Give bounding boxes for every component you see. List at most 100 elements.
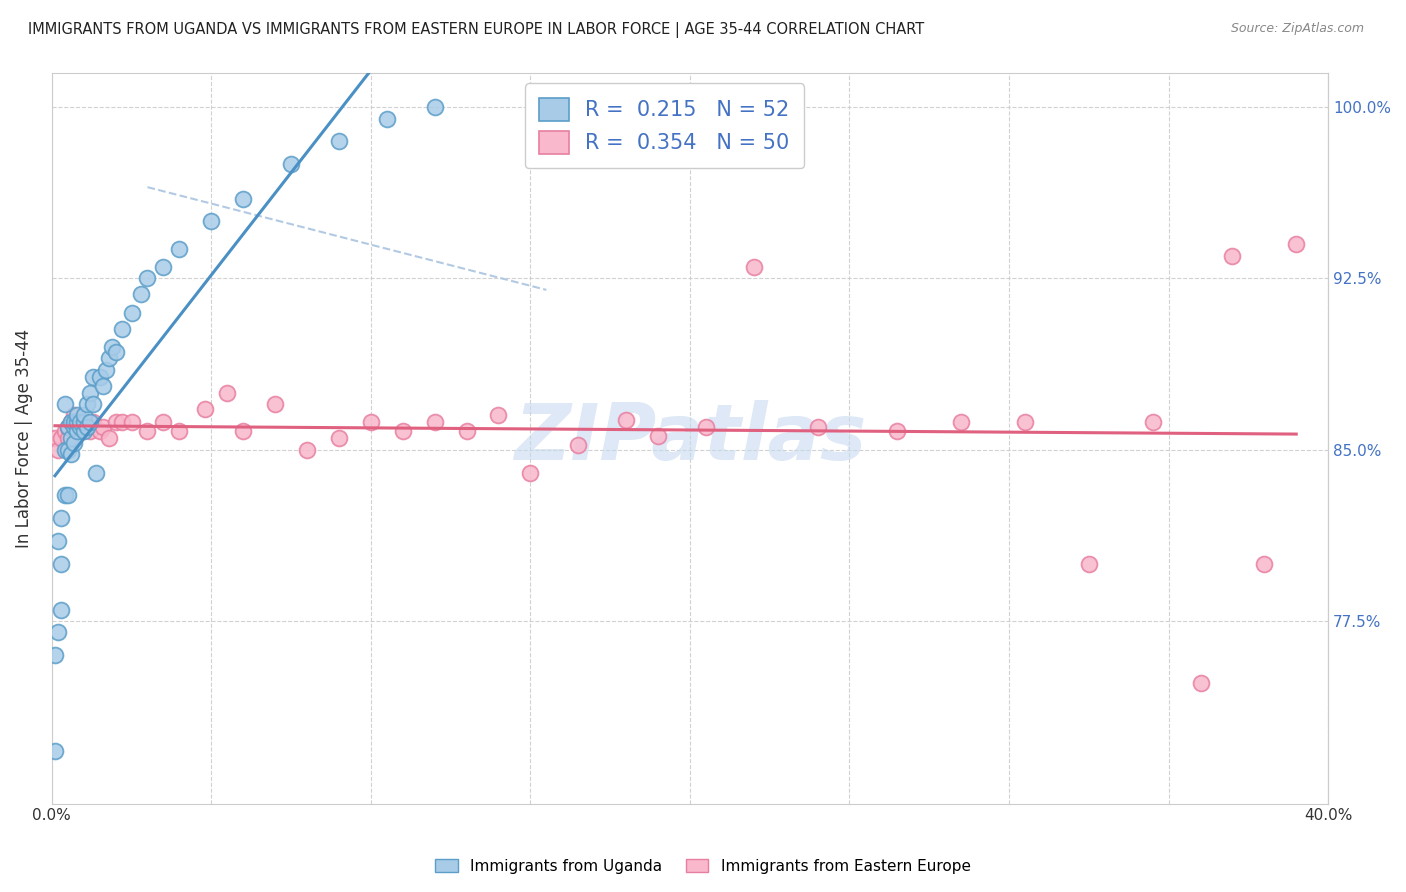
Point — [567, 438, 589, 452]
Point — [91, 378, 114, 392]
Point — [169, 425, 191, 439]
Point — [328, 431, 350, 445]
Point — [950, 415, 973, 429]
Point — [53, 397, 76, 411]
Point — [56, 442, 79, 457]
Point — [46, 625, 69, 640]
Point — [59, 415, 82, 429]
Point — [136, 425, 159, 439]
Point — [328, 135, 350, 149]
Point — [647, 429, 669, 443]
Point — [200, 214, 222, 228]
Point — [742, 260, 765, 274]
Point — [456, 425, 478, 439]
Point — [82, 397, 104, 411]
Point — [76, 397, 98, 411]
Point — [423, 100, 446, 114]
Point — [519, 466, 541, 480]
Point — [1189, 675, 1212, 690]
Point — [56, 420, 79, 434]
Point — [76, 420, 98, 434]
Point — [295, 442, 318, 457]
Point — [86, 466, 108, 480]
Point — [69, 420, 91, 434]
Point — [56, 431, 79, 445]
Point — [1142, 415, 1164, 429]
Point — [44, 431, 66, 445]
Point — [121, 415, 143, 429]
Point — [82, 415, 104, 429]
Point — [391, 425, 413, 439]
Point — [423, 415, 446, 429]
Point — [51, 431, 73, 445]
Point — [63, 415, 86, 429]
Point — [53, 425, 76, 439]
Point — [89, 425, 111, 439]
Point — [73, 415, 96, 429]
Point — [59, 431, 82, 445]
Point — [69, 415, 91, 429]
Point — [59, 415, 82, 429]
Point — [46, 534, 69, 549]
Point — [46, 442, 69, 457]
Point — [79, 415, 101, 429]
Point — [152, 415, 174, 429]
Point — [63, 435, 86, 450]
Point — [217, 385, 239, 400]
Point — [136, 271, 159, 285]
Point — [76, 420, 98, 434]
Text: Source: ZipAtlas.com: Source: ZipAtlas.com — [1230, 22, 1364, 36]
Y-axis label: In Labor Force | Age 35-44: In Labor Force | Age 35-44 — [15, 329, 32, 548]
Point — [51, 602, 73, 616]
Point — [53, 488, 76, 502]
Point — [63, 409, 86, 423]
Point — [1253, 557, 1275, 571]
Point — [79, 385, 101, 400]
Point — [79, 425, 101, 439]
Point — [51, 557, 73, 571]
Point — [111, 415, 134, 429]
Point — [66, 415, 89, 429]
Point — [73, 415, 96, 429]
Point — [98, 431, 121, 445]
Point — [111, 322, 134, 336]
Point — [152, 260, 174, 274]
Point — [98, 351, 121, 366]
Point — [66, 415, 89, 429]
Point — [1222, 249, 1244, 263]
Legend: Immigrants from Uganda, Immigrants from Eastern Europe: Immigrants from Uganda, Immigrants from … — [429, 853, 977, 880]
Point — [101, 340, 124, 354]
Point — [169, 242, 191, 256]
Point — [614, 413, 637, 427]
Point — [232, 425, 254, 439]
Point — [73, 425, 96, 439]
Point — [89, 369, 111, 384]
Legend: R =  0.215   N = 52, R =  0.354   N = 50: R = 0.215 N = 52, R = 0.354 N = 50 — [524, 83, 804, 169]
Point — [56, 488, 79, 502]
Point — [104, 344, 127, 359]
Point — [59, 447, 82, 461]
Point — [129, 287, 152, 301]
Point — [232, 192, 254, 206]
Point — [66, 409, 89, 423]
Text: ZIPatlas: ZIPatlas — [513, 401, 866, 476]
Point — [44, 648, 66, 663]
Point — [280, 157, 302, 171]
Point — [51, 511, 73, 525]
Text: IMMIGRANTS FROM UGANDA VS IMMIGRANTS FROM EASTERN EUROPE IN LABOR FORCE | AGE 35: IMMIGRANTS FROM UGANDA VS IMMIGRANTS FRO… — [28, 22, 924, 38]
Point — [82, 369, 104, 384]
Point — [886, 425, 908, 439]
Point — [66, 425, 89, 439]
Point — [194, 401, 217, 416]
Point — [1285, 237, 1308, 252]
Point — [94, 363, 117, 377]
Point — [53, 442, 76, 457]
Point — [69, 415, 91, 429]
Point — [91, 420, 114, 434]
Point — [375, 112, 398, 126]
Point — [695, 420, 717, 434]
Point — [121, 306, 143, 320]
Point — [73, 409, 96, 423]
Point — [806, 420, 828, 434]
Point — [1014, 415, 1036, 429]
